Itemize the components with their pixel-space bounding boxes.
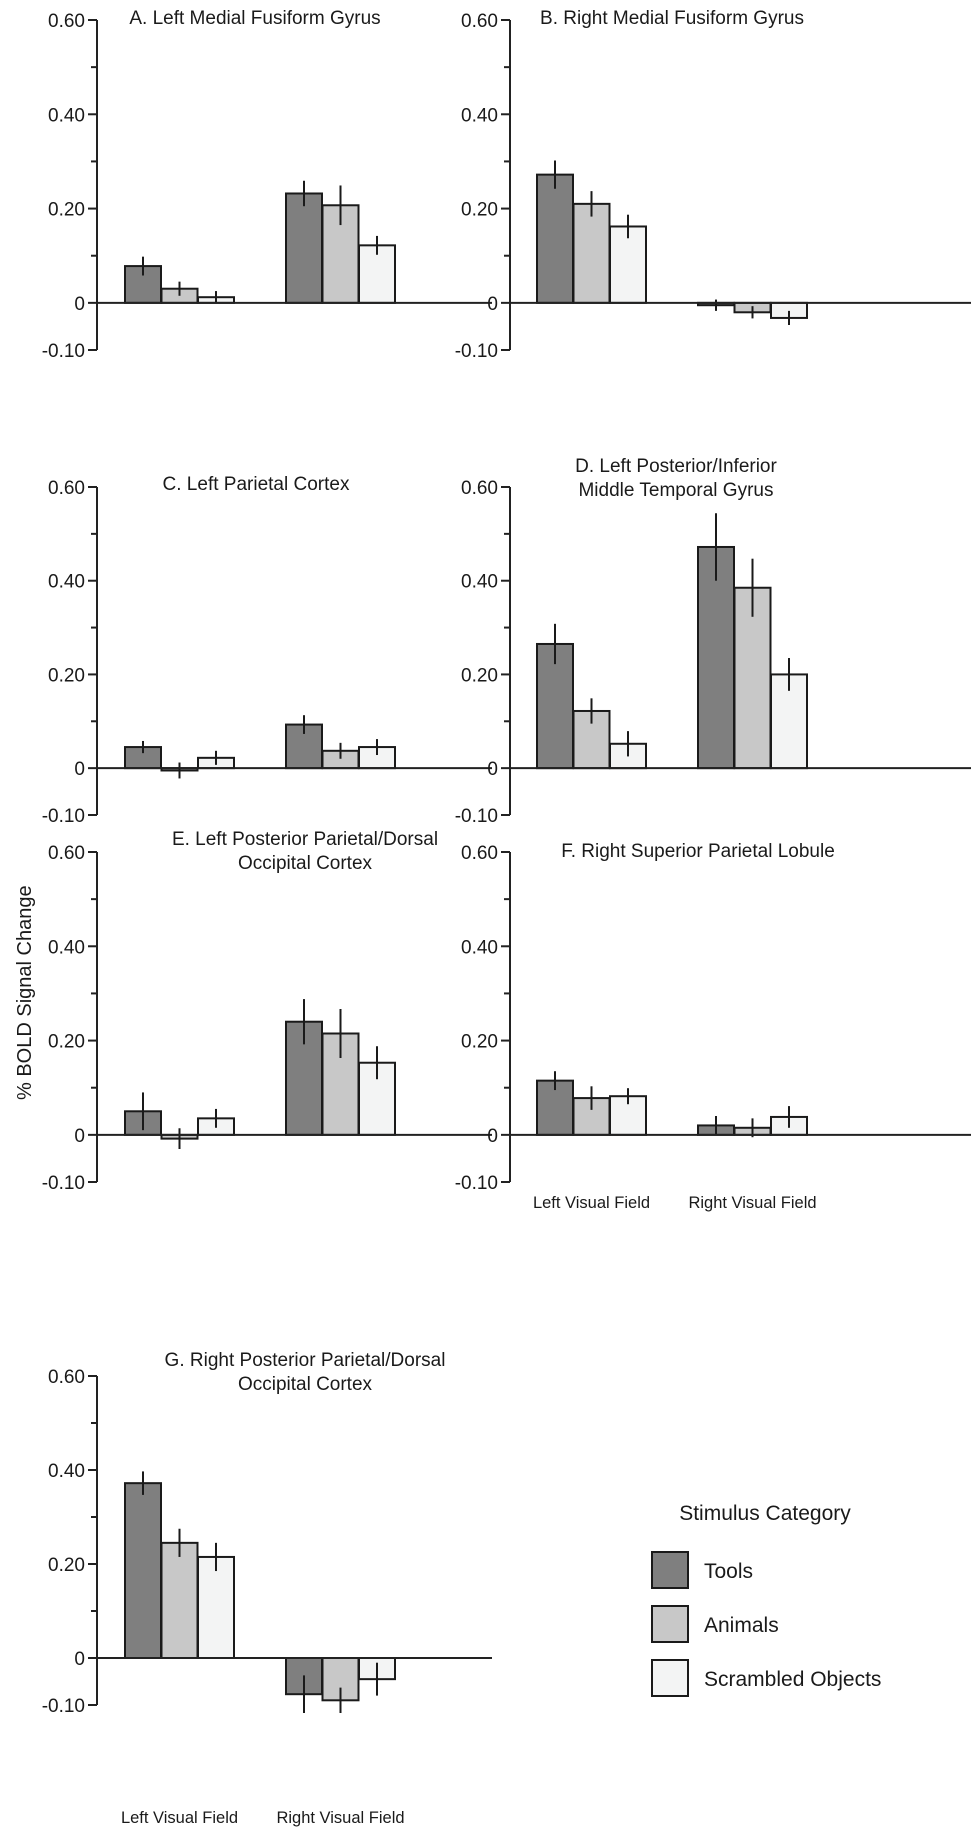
y-tick-label: 0.40 (48, 937, 85, 958)
legend-title: Stimulus Category (679, 1502, 851, 1525)
panel-title: C. Left Parietal Cortex (163, 474, 350, 495)
legend-label: Tools (704, 1560, 753, 1583)
y-tick-label: 0 (74, 294, 85, 315)
y-tick-label: 0.60 (461, 843, 498, 864)
y-tick-label: 0 (74, 1126, 85, 1147)
y-tick-label: -0.10 (455, 341, 498, 362)
y-tick-label: 0 (74, 1649, 85, 1670)
bar-animals (733, 586, 772, 770)
y-tick-label: 0.60 (48, 1367, 85, 1388)
legend-swatch-animals (651, 1605, 689, 1643)
bar-scrambled-objects (197, 1555, 235, 1659)
y-tick-label: 0.20 (48, 665, 85, 686)
panel-title: A. Left Medial Fusiform Gyrus (129, 8, 380, 29)
x-category-label: Right Visual Field (276, 1809, 404, 1827)
y-tick-label: -0.10 (455, 1173, 498, 1194)
y-tick-label: 0.40 (461, 937, 498, 958)
y-tick-label: 0 (487, 759, 498, 780)
bar-tools (124, 1482, 162, 1660)
y-tick-label: -0.10 (42, 1696, 85, 1717)
y-tick-label: -0.10 (42, 341, 85, 362)
legend-label: Scrambled Objects (704, 1668, 881, 1691)
y-tick-label: 0.20 (48, 200, 85, 221)
y-tick-label: 0 (74, 759, 85, 780)
panel-e: 0.60 0.40 0.20 0 -0.10 E. Left Posterior Pari… (42, 829, 492, 1194)
bar-tools (285, 192, 323, 304)
panel-title: F. Right Superior Parietal Lobule (561, 841, 835, 862)
bar-tools (536, 642, 574, 770)
y-tick-label: 0.60 (461, 478, 498, 499)
y-tick-label: 0.60 (48, 11, 85, 32)
legend: Stimulus Category Tools Animals Scrambled O… (651, 1502, 881, 1697)
y-tick-label: 0.40 (48, 105, 85, 126)
panel-g: 0.60 0.40 0.20 0 -0.10 G. Right Posterior Par… (42, 1350, 492, 1827)
panel-a: 0.60 0.40 0.20 0 -0.10 A. Left Medial Fusifor… (42, 8, 492, 362)
bar-tools (536, 173, 574, 304)
panel-title: Occipital Cortex (238, 853, 373, 874)
y-tick-label: 0.40 (461, 572, 498, 593)
y-tick-label: 0 (487, 1126, 498, 1147)
panel-title: Middle Temporal Gyrus (578, 480, 773, 501)
y-tick-label: 0.40 (48, 572, 85, 593)
y-tick-label: 0.60 (48, 843, 85, 864)
panel-c: 0.60 0.40 0.20 0 -0.10 C. Left Parietal Corte… (42, 474, 492, 827)
y-tick-label: -0.10 (42, 806, 85, 827)
y-tick-label: -0.10 (455, 806, 498, 827)
legend-swatch-scrambled-objects (651, 1659, 689, 1697)
x-category-label: Left Visual Field (533, 1194, 650, 1212)
y-tick-label: 0.20 (461, 200, 498, 221)
bar-scrambled-objects (609, 225, 647, 304)
y-tick-label: 0.20 (461, 665, 498, 686)
panel-title: Occipital Cortex (238, 1374, 373, 1395)
panel-title: B. Right Medial Fusiform Gyrus (540, 8, 804, 29)
y-tick-label: 0.40 (461, 105, 498, 126)
legend-label: Animals (704, 1614, 779, 1637)
y-tick-label: 0.20 (48, 1555, 85, 1576)
panel-title: E. Left Posterior Parietal/Dorsal (172, 829, 438, 850)
y-tick-label: 0.20 (48, 1032, 85, 1053)
legend-swatch-tools (651, 1551, 689, 1589)
y-tick-label: 0.60 (48, 478, 85, 499)
panel-b: 0.60 0.40 0.20 0 -0.10 B. Right Medial Fusifo… (455, 8, 971, 362)
x-category-label: Left Visual Field (121, 1809, 238, 1827)
panel-title: G. Right Posterior Parietal/Dorsal (165, 1350, 446, 1371)
y-tick-label: -0.10 (42, 1173, 85, 1194)
y-tick-label: 0 (487, 294, 498, 315)
panel-d: 0.60 0.40 0.20 0 -0.10 D. Left Posterior/Infe… (455, 456, 971, 827)
y-tick-label: 0.40 (48, 1461, 85, 1482)
bar-animals (160, 1541, 199, 1659)
panel-f: 0.60 0.40 0.20 0 -0.10 F. Right Superior Pari… (455, 841, 971, 1212)
y-tick-label: 0.20 (461, 1032, 498, 1053)
y-tick-label: 0.60 (461, 11, 498, 32)
x-category-label: Right Visual Field (688, 1194, 816, 1212)
bar-animals (572, 202, 611, 304)
panel-title: D. Left Posterior/Inferior (575, 456, 777, 477)
bar-scrambled-objects (358, 244, 396, 304)
